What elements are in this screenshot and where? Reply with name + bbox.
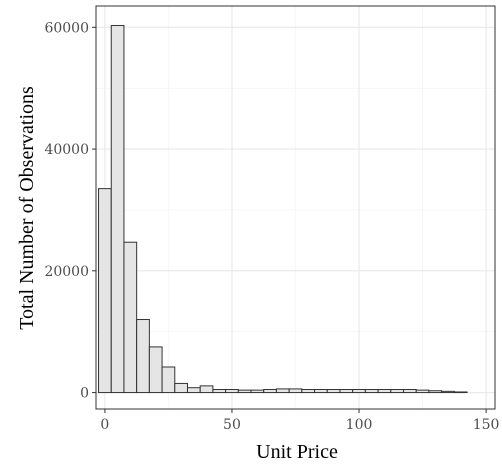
y-tick-label: 40000 [44, 142, 89, 158]
histogram-bar [301, 389, 316, 394]
histogram-bar [148, 346, 163, 394]
bars [98, 24, 468, 394]
histogram-bar [237, 389, 252, 394]
histogram-bar [339, 389, 354, 394]
y-tick-label: 60000 [44, 20, 89, 36]
histogram-bar [174, 382, 188, 394]
histogram-bar [403, 389, 417, 394]
y-tick-label: 0 [80, 386, 89, 402]
histogram-bar [98, 188, 112, 394]
x-axis: 0 50 100 150 [100, 409, 499, 433]
y-tick-label: 20000 [44, 264, 89, 280]
x-tick-label: 0 [100, 417, 109, 433]
histogram-bar [415, 389, 430, 394]
x-tick-label: 150 [473, 417, 500, 433]
x-tick-label: 50 [223, 417, 241, 433]
histogram-bar [326, 389, 341, 394]
histogram-bar [453, 391, 468, 394]
x-axis-title: Unit Price [256, 441, 338, 463]
histogram-bar [186, 387, 201, 394]
histogram-bar [352, 389, 366, 394]
panel-border [95, 5, 496, 410]
histogram-bar [314, 389, 328, 394]
histogram-bar [123, 241, 138, 394]
histogram-bar [441, 390, 455, 394]
y-axis-title: Total Number of Observations [16, 86, 38, 330]
histogram-bar [275, 388, 290, 394]
histogram-bar [428, 390, 443, 394]
y-axis: 0 20000 40000 60000 [44, 20, 96, 402]
histogram-bar [225, 389, 239, 394]
histogram-bar [110, 24, 125, 394]
histogram-bar [199, 385, 214, 394]
x-tick-label: 100 [346, 417, 373, 433]
histogram-bar [250, 389, 265, 394]
histogram-bar [288, 388, 303, 394]
histogram-bar [136, 319, 150, 394]
histogram-bar [212, 389, 227, 394]
histogram-bar [364, 389, 379, 394]
histogram-bar [377, 389, 392, 394]
histogram-bar [390, 389, 405, 394]
histogram-bar [263, 389, 277, 394]
histogram-bar [161, 366, 176, 394]
